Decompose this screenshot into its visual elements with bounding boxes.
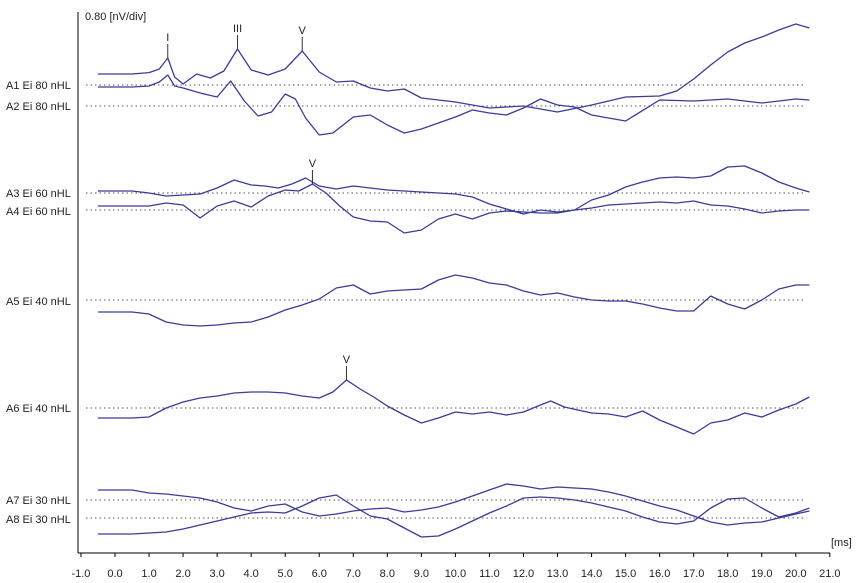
trace-label: A6 Ei 40 nHL: [6, 403, 71, 415]
x-tick-label: 17.0: [683, 568, 704, 580]
peak-label: V: [343, 354, 351, 366]
trace-line: [98, 379, 810, 435]
trace-label: A4 Ei 60 nHL: [6, 206, 71, 218]
trace-label: A3 Ei 60 nHL: [6, 188, 71, 200]
trace-line: [98, 483, 810, 526]
trace-line: [98, 23, 810, 113]
trace-label: A5 Ei 40 nHL: [6, 296, 71, 308]
x-tick-label: 0.0: [107, 568, 122, 580]
x-tick-label: 19.0: [751, 568, 772, 580]
trace-line: [98, 274, 810, 327]
peak-label: III: [233, 23, 242, 35]
x-tick-label: 9.0: [414, 568, 429, 580]
trace-label: A7 Ei 30 nHL: [6, 495, 71, 507]
x-tick-label: 21.0: [819, 568, 840, 580]
x-tick-label: 18.0: [717, 568, 738, 580]
x-tick-label: 10.0: [445, 568, 466, 580]
x-tick-label: 1.0: [141, 568, 156, 580]
x-tick-label: 20.0: [785, 568, 806, 580]
trace-line: [98, 494, 810, 538]
trace-line: [98, 74, 810, 136]
trace-lines: [98, 23, 810, 538]
x-tick-label: 2.0: [175, 568, 190, 580]
x-tick-label: 5.0: [278, 568, 293, 580]
peak-label: V: [299, 25, 307, 37]
x-tick-label: 6.0: [312, 568, 327, 580]
x-tick-label: 4.0: [244, 568, 259, 580]
x-tick-label: 16.0: [649, 568, 670, 580]
x-tick-label: 8.0: [380, 568, 395, 580]
trace-label: A1 Ei 80 nHL: [6, 80, 71, 92]
x-unit-label: [ms]: [831, 537, 852, 549]
x-tick-label: 12.0: [513, 568, 534, 580]
x-tick-label: 15.0: [615, 568, 636, 580]
x-tick-label: 14.0: [581, 568, 602, 580]
peak-label: V: [309, 158, 317, 170]
scale-label: 0.80 [nV/div]: [85, 11, 146, 23]
x-tick-label: 7.0: [346, 568, 361, 580]
trace-labels: A1 Ei 80 nHL A2 Ei 80 nHL A3 Ei 60 nHL A4 E…: [6, 80, 71, 526]
x-tick-label: 13.0: [547, 568, 568, 580]
axes: -1.0 0.0 1.0 2.0 3.0 4.0 5.0 6.0 7.0 8.0 9.0 10.0 11…: [71, 12, 841, 580]
x-tick-label: -1.0: [71, 568, 90, 580]
peak-label: I: [166, 32, 169, 44]
x-tick-label: 3.0: [209, 568, 224, 580]
x-tick-label: 11.0: [479, 568, 500, 580]
trace-baselines: [86, 84, 806, 519]
trace-line: [98, 183, 810, 234]
trace-label: A2 Ei 80 nHL: [6, 101, 71, 113]
trace-line: [98, 165, 810, 215]
trace-label: A8 Ei 30 nHL: [6, 514, 71, 526]
